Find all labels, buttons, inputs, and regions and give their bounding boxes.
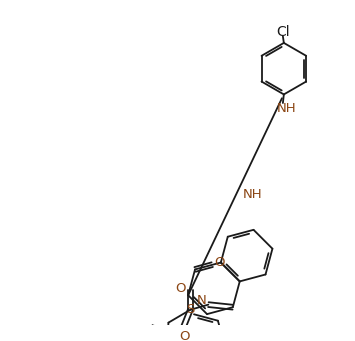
Text: NH: NH [277, 102, 296, 115]
Text: S: S [186, 303, 195, 316]
Text: Cl: Cl [276, 26, 290, 40]
Text: O: O [175, 282, 186, 295]
Text: O: O [215, 256, 225, 269]
Text: O: O [179, 330, 190, 341]
Text: NH: NH [242, 188, 262, 201]
Text: N: N [197, 294, 207, 307]
